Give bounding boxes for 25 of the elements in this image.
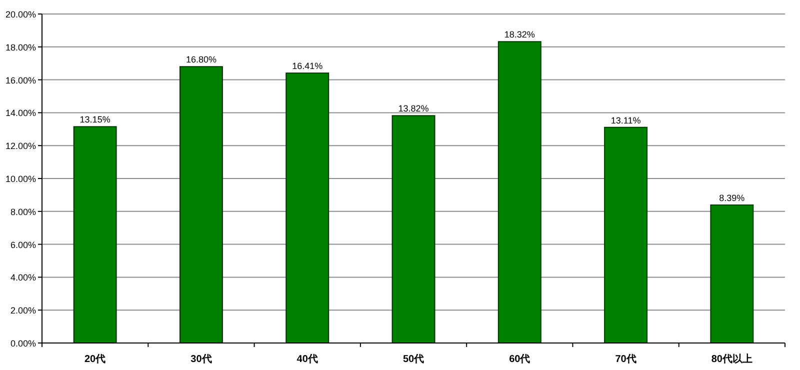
y-tick-label: 14.00% xyxy=(5,108,36,118)
x-tick-label: 20代 xyxy=(84,353,106,365)
y-tick-label: 6.00% xyxy=(10,240,36,250)
x-tick-label: 60代 xyxy=(509,353,530,365)
data-label: 8.39% xyxy=(719,192,745,203)
x-tick-label: 30代 xyxy=(190,353,212,365)
x-tick-label: 80代以上 xyxy=(711,353,752,365)
y-tick-label: 0.00% xyxy=(10,338,36,348)
y-tick-label: 16.00% xyxy=(5,75,36,86)
x-tick-label: 40代 xyxy=(296,353,318,365)
data-label: 16.80% xyxy=(186,54,216,65)
x-tick-label: 70代 xyxy=(615,353,636,365)
x-tick-label: 50代 xyxy=(402,353,424,365)
y-tick-label: 4.00% xyxy=(10,272,36,283)
y-tick-label: 8.00% xyxy=(10,206,36,217)
data-label: 13.82% xyxy=(398,104,429,114)
y-tick-label: 20.00% xyxy=(5,10,36,20)
y-tick-label: 10.00% xyxy=(5,174,36,184)
y-tick-label: 18.00% xyxy=(5,42,36,52)
y-tick-label: 12.00% xyxy=(5,141,36,152)
data-label: 18.32% xyxy=(504,30,535,40)
data-label: 16.41% xyxy=(292,61,323,72)
data-label: 13.11% xyxy=(610,115,641,126)
data-label: 13.15% xyxy=(80,114,110,125)
y-tick-label: 2.00% xyxy=(10,306,36,316)
